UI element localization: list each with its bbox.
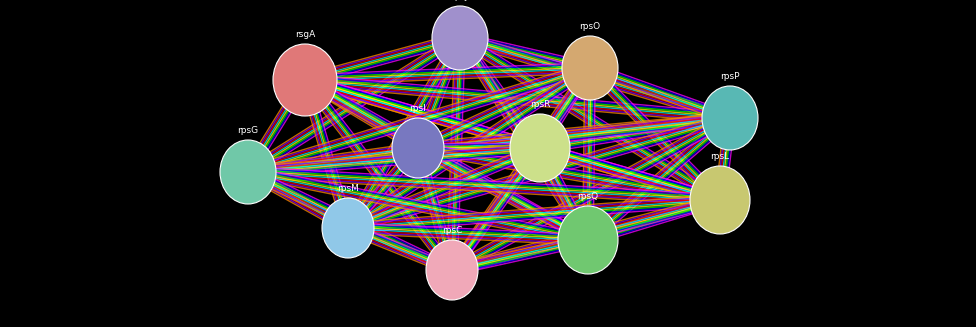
Ellipse shape [322,198,374,258]
Text: rpsJ: rpsJ [452,0,468,1]
Text: rpsG: rpsG [237,126,259,135]
Ellipse shape [392,118,444,178]
Ellipse shape [690,166,750,234]
Ellipse shape [426,240,478,300]
Text: rpsQ: rpsQ [578,192,598,201]
Text: rpsM: rpsM [337,184,359,193]
Text: rpsL: rpsL [711,152,730,161]
Ellipse shape [702,86,758,150]
Ellipse shape [562,36,618,100]
Text: rpsR: rpsR [530,100,550,109]
Text: rpsC: rpsC [442,226,463,235]
Text: rsgA: rsgA [295,30,315,39]
Text: rpsP: rpsP [720,72,740,81]
Text: rpsO: rpsO [580,22,600,31]
Ellipse shape [432,6,488,70]
Ellipse shape [273,44,337,116]
Ellipse shape [510,114,570,182]
Text: rpsI: rpsI [410,104,427,113]
Ellipse shape [558,206,618,274]
Ellipse shape [220,140,276,204]
